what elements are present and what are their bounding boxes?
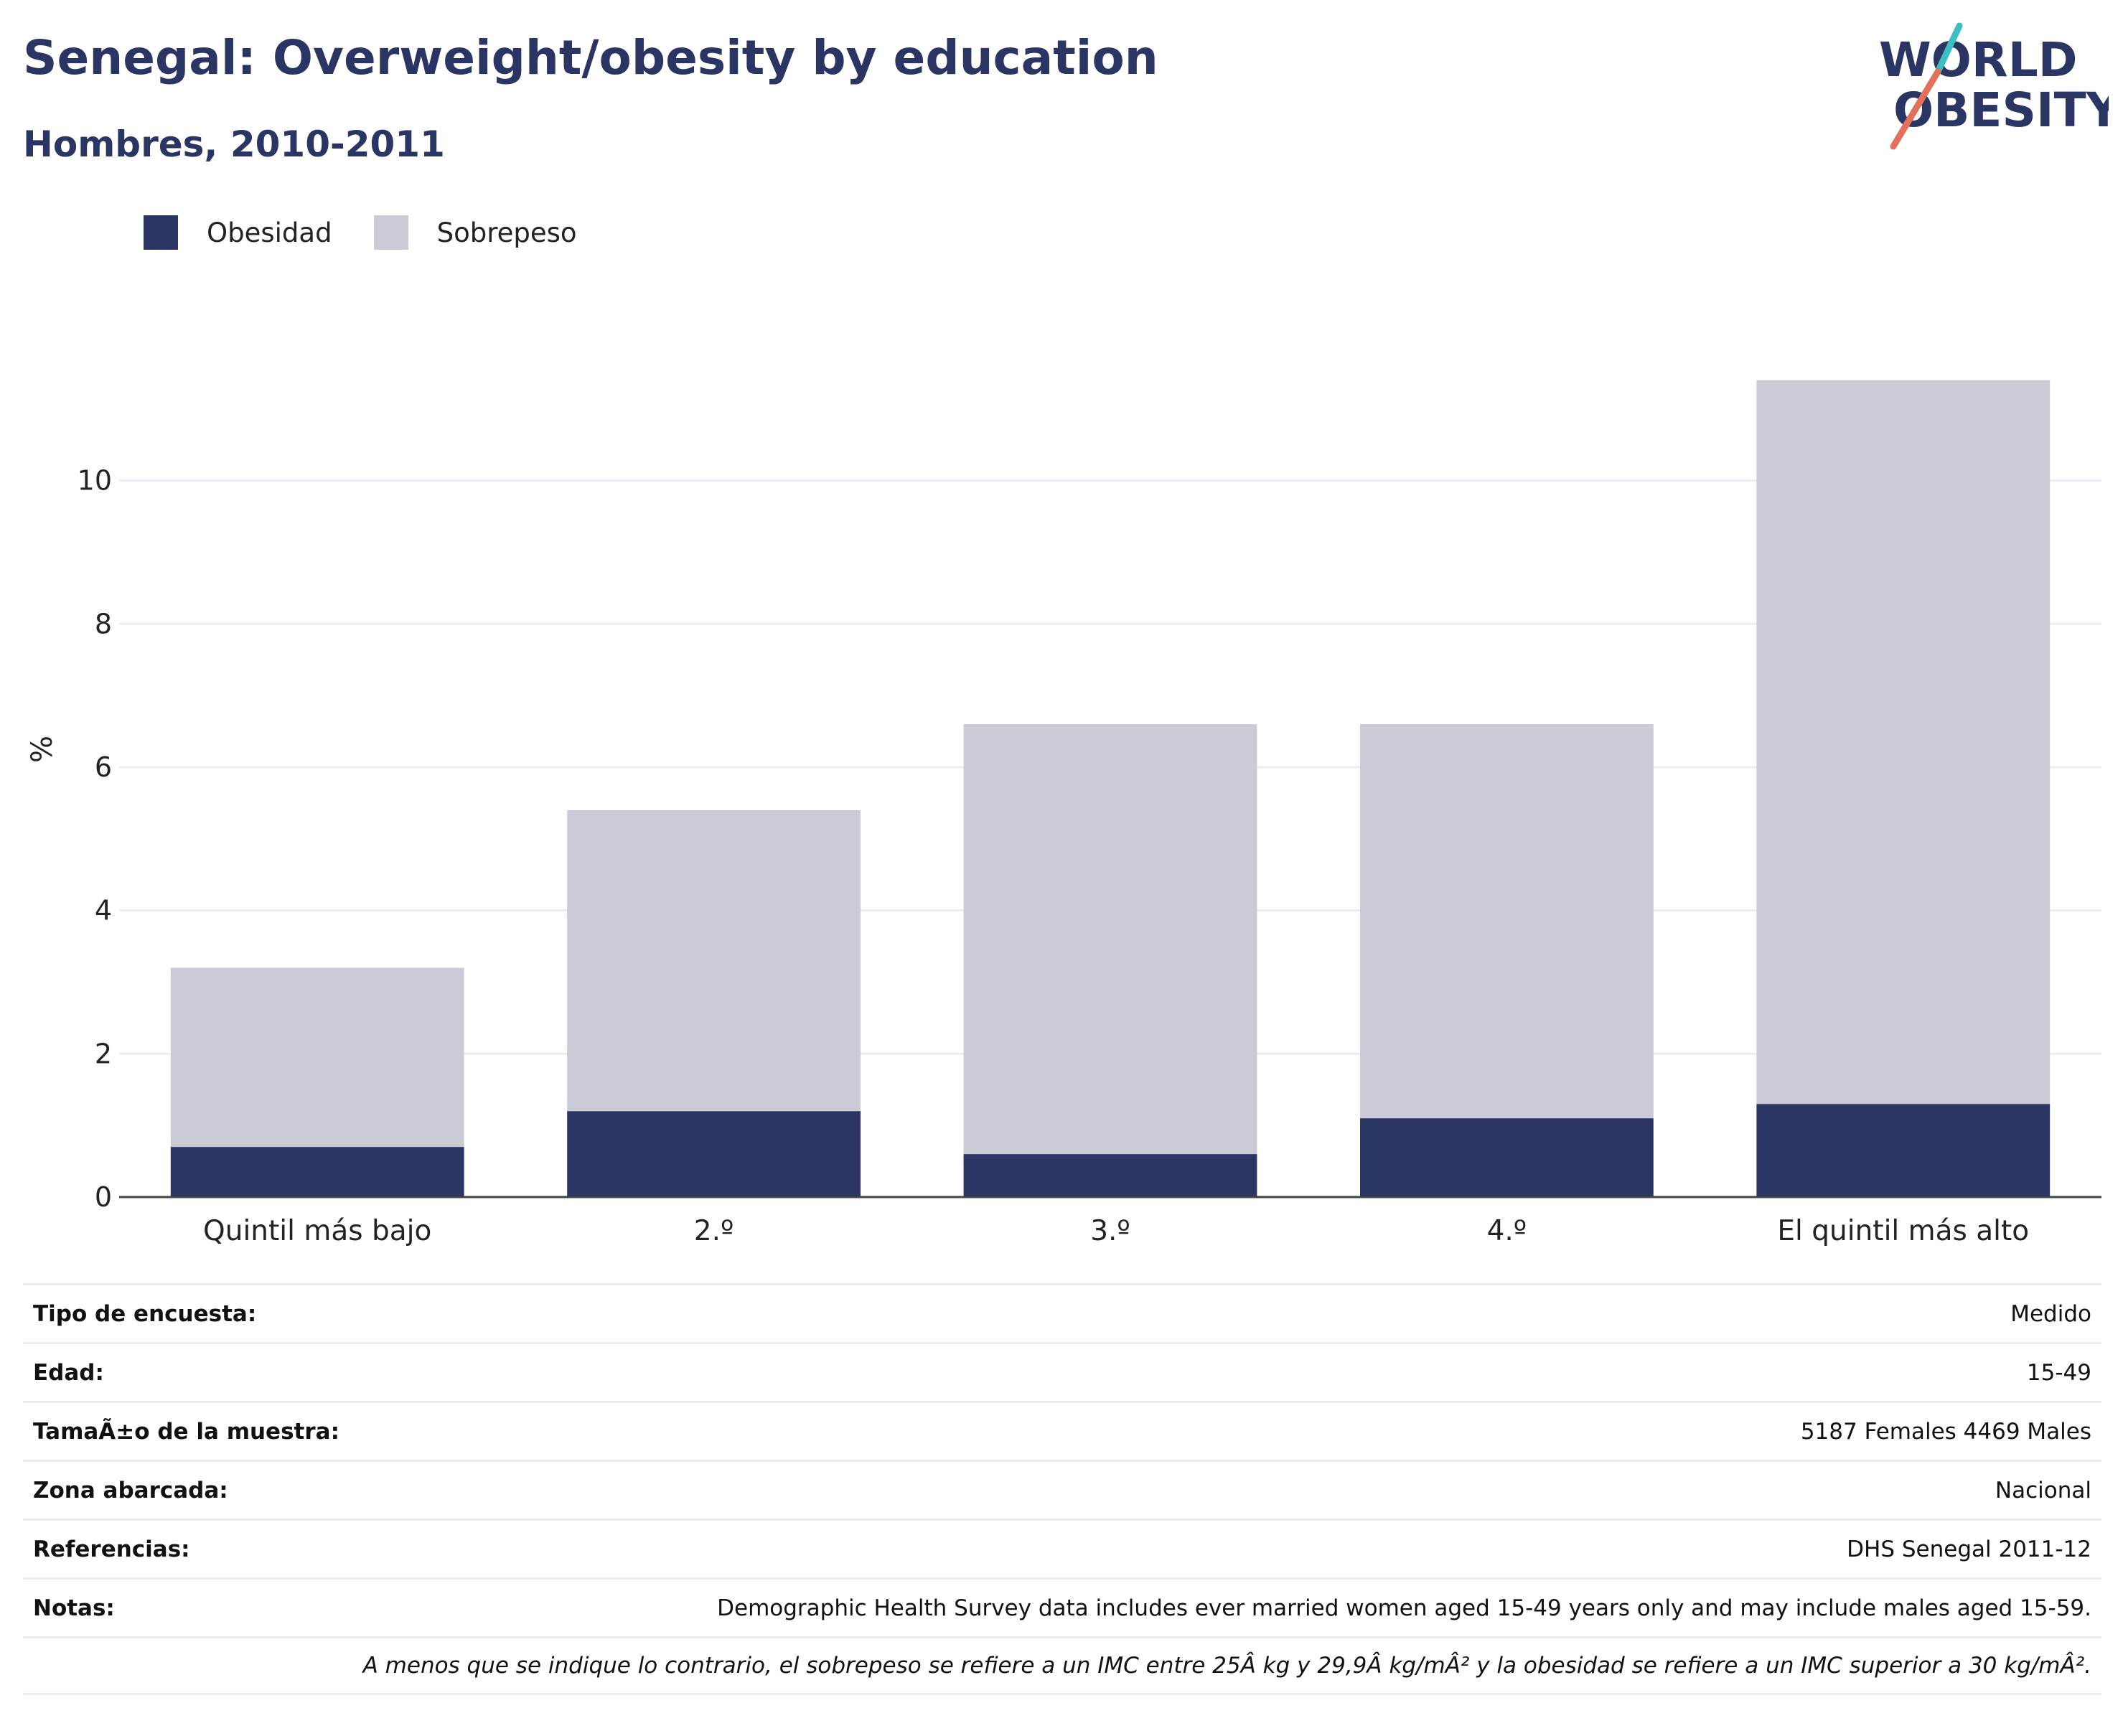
bar-sobrepeso-3[interactable] (1360, 724, 1654, 1119)
info-value: 15-49 (2026, 1359, 2091, 1386)
legend: Obesidad Sobrepeso (144, 212, 619, 253)
info-label: Notas: (33, 1595, 115, 1621)
legend-swatch-obesidad (144, 215, 178, 250)
info-label: TamaÃ±o de la muestra: (33, 1418, 339, 1445)
y-tick-label: 6 (95, 751, 112, 783)
info-label: Referencias: (33, 1536, 190, 1562)
legend-swatch-sobrepeso (373, 215, 408, 250)
info-value: Nacional (1995, 1477, 2091, 1503)
bar-obesidad-2[interactable] (963, 1154, 1257, 1197)
y-axis-label: % (26, 736, 59, 763)
stacked-bar-chart: 0 2 4 6 8 10% Quintil más bajo 2.º 3.º 4.º El quin… (26, 380, 2101, 1247)
info-label: Zona abarcada: (33, 1477, 228, 1503)
info-label: Tipo de encuesta: (33, 1300, 257, 1327)
info-value: Medido (2010, 1300, 2091, 1327)
bar-obesidad-4[interactable] (1756, 1104, 2051, 1197)
x-tick-label: Quintil más bajo (203, 1215, 431, 1247)
info-row: Notas: Demographic Health Survey data inc… (23, 1577, 2101, 1636)
y-tick-label: 2 (95, 1038, 112, 1069)
bar-sobrepeso-2[interactable] (963, 724, 1257, 1155)
logo-line1: WORLD (1879, 32, 2078, 88)
bar-obesidad-1[interactable] (567, 1111, 861, 1197)
world-obesity-logo: WORLD OBESITY (1879, 22, 2109, 150)
info-row: Tipo de encuesta: Medido (23, 1283, 2101, 1342)
info-value: DHS Senegal 2011-12 (1847, 1536, 2091, 1562)
info-row: Zona abarcada: Nacional (23, 1460, 2101, 1519)
legend-label-sobrepeso: Sobrepeso (436, 217, 577, 248)
info-note-row: A menos que se indique lo contrario, el … (23, 1636, 2101, 1695)
info-label: Edad: (33, 1359, 104, 1386)
chart-subtitle: Hombres, 2010-2011 (23, 123, 445, 165)
info-row: Referencias: DHS Senegal 2011-12 (23, 1519, 2101, 1577)
y-tick-label: 0 (95, 1181, 112, 1213)
y-tick-label: 10 (78, 465, 112, 497)
bar-sobrepeso-1[interactable] (567, 810, 861, 1112)
x-tick-label: El quintil más alto (1777, 1215, 2029, 1247)
legend-label-obesidad: Obesidad (207, 217, 332, 248)
bar-obesidad-3[interactable] (1360, 1118, 1654, 1197)
bar-layer (170, 380, 2051, 1197)
y-tick-label: 4 (95, 895, 112, 926)
bar-sobrepeso-0[interactable] (170, 967, 464, 1148)
x-tick-label: 2.º (694, 1215, 734, 1247)
logo-coral-stroke (1890, 68, 1941, 150)
legend-item-obesidad[interactable]: Obesidad (144, 215, 332, 250)
axis-layer: 0 2 4 6 8 10% Quintil más bajo 2.º 3.º 4.º El quin… (26, 465, 2101, 1247)
logo-teal-stroke (1934, 22, 1963, 75)
x-tick-label: 3.º (1090, 1215, 1130, 1247)
metadata-table: Tipo de encuesta: Medido Edad: 15-49 TamaÃ±o… (23, 1283, 2101, 1695)
chart-title: Senegal: Overweight/obesity by education (23, 30, 1158, 85)
info-note: A menos que se indique lo contrario, el … (362, 1653, 2091, 1679)
y-tick-label: 8 (95, 608, 112, 639)
info-value: Demographic Health Survey data includes … (717, 1595, 2091, 1621)
info-row: Edad: 15-49 (23, 1342, 2101, 1401)
info-value: 5187 Females 4469 Males (1800, 1418, 2091, 1445)
x-tick-label: 4.º (1487, 1215, 1527, 1247)
bar-obesidad-0[interactable] (170, 1147, 464, 1197)
legend-item-sobrepeso[interactable]: Sobrepeso (373, 215, 577, 250)
bar-sobrepeso-4[interactable] (1756, 380, 2051, 1104)
info-row: TamaÃ±o de la muestra: 5187 Females 4469 … (23, 1401, 2101, 1460)
